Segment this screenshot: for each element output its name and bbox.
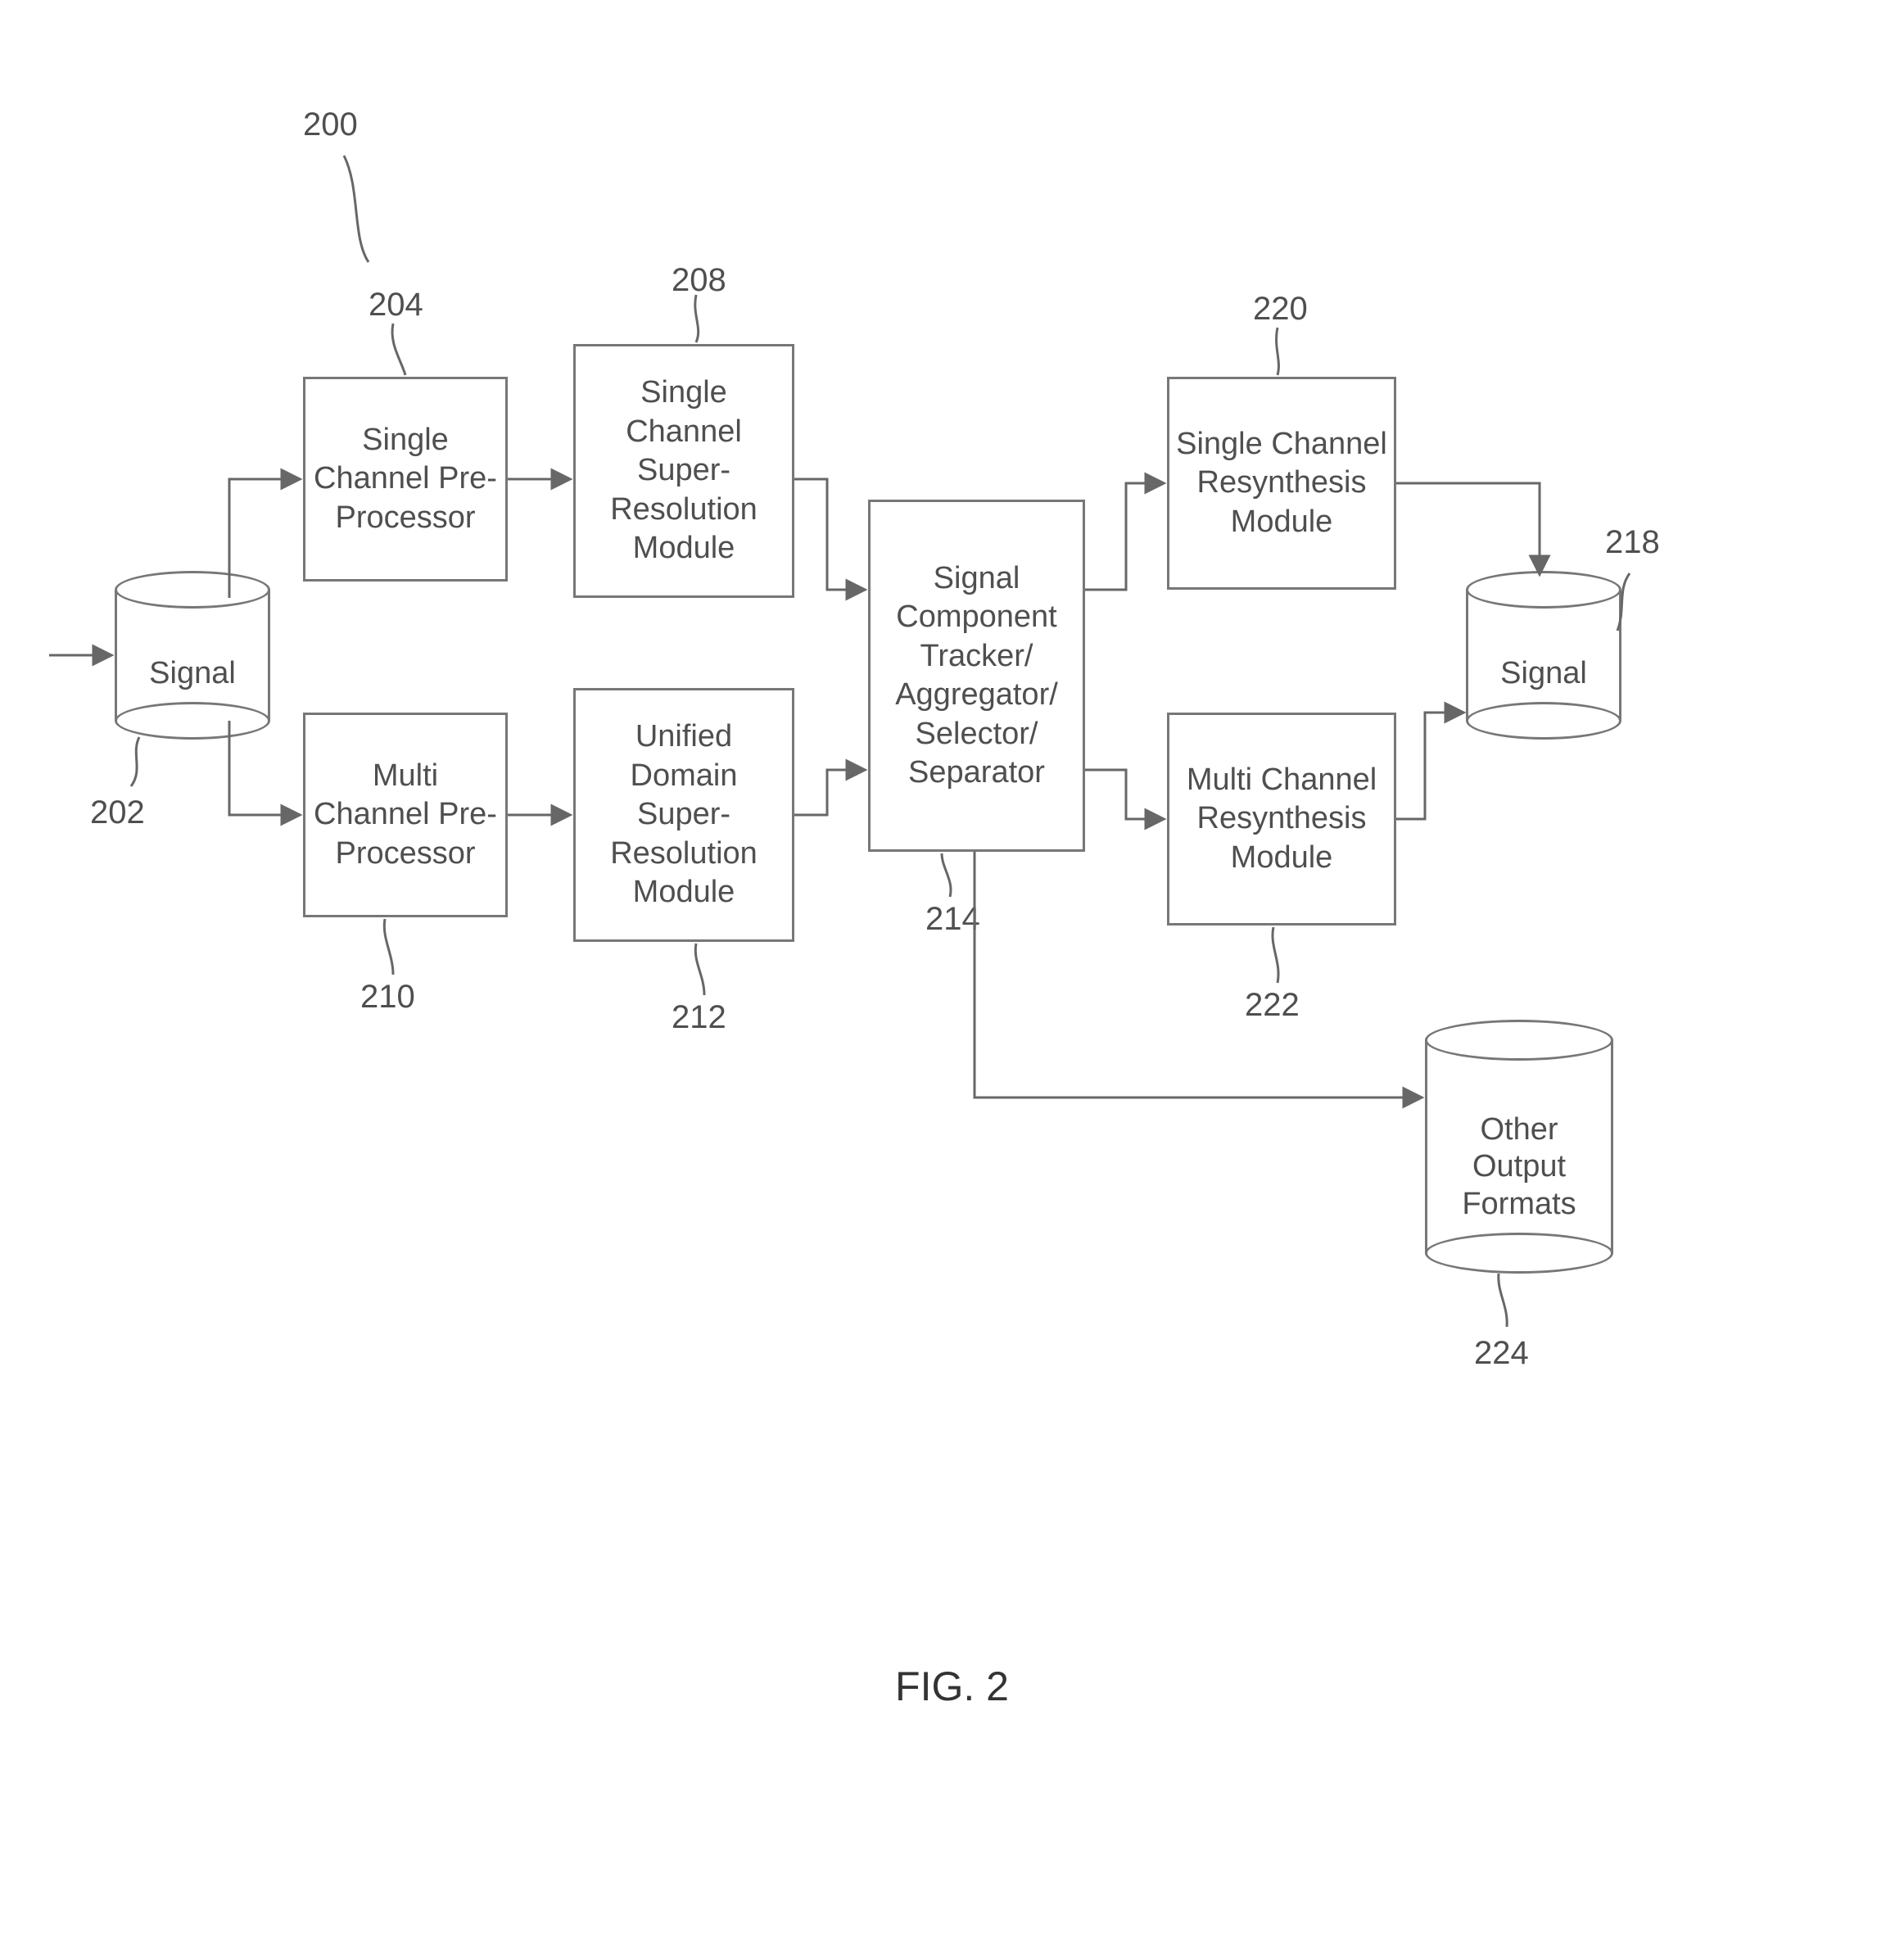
cylinder-signal-input: Signal (115, 571, 270, 740)
ref-214: 214 (925, 901, 980, 938)
ref-218: 218 (1605, 524, 1660, 561)
ref-202: 202 (90, 794, 145, 831)
leader-210 (384, 919, 393, 975)
leader-220 (1277, 328, 1279, 375)
edge-b214-to-b222 (1085, 770, 1163, 819)
cylinder-label: Other Output Formats (1425, 1069, 1613, 1265)
leader-208 (695, 295, 699, 342)
connectors-layer (0, 0, 1904, 1937)
cylinder-label: Signal (1466, 617, 1621, 731)
leader-214 (942, 853, 951, 897)
block-single-channel-preprocessor: Single Channel Pre-Processor (303, 377, 508, 582)
cylinder-signal-output: Signal (1466, 571, 1621, 740)
block-label: Signal Component Tracker/ Aggregator/ Se… (875, 559, 1078, 793)
ref-212: 212 (672, 999, 726, 1036)
ref-208: 208 (672, 262, 726, 299)
cylinder-other-output-formats: Other Output Formats (1425, 1020, 1613, 1274)
edge-b222-to-c218 (1396, 713, 1463, 819)
cylinder-label: Signal (115, 617, 270, 731)
leader-204 (392, 324, 405, 375)
edge-b208-to-b214 (794, 479, 864, 590)
edge-b214-to-b220 (1085, 483, 1163, 590)
block-signal-component-tracker: Signal Component Tracker/ Aggregator/ Se… (868, 500, 1085, 852)
leader-212 (695, 944, 704, 995)
figure-stage: Single Channel Pre-Processor Single Chan… (0, 0, 1904, 1937)
block-label: Single Channel Resynthesis Module (1174, 425, 1389, 542)
block-single-channel-super-resolution: Single Channel Super-Resolution Module (573, 344, 794, 598)
block-unified-domain-super-resolution: Unified Domain Super-Resolution Module (573, 688, 794, 942)
ref-224: 224 (1474, 1335, 1529, 1372)
ref-204: 204 (369, 287, 423, 324)
leader-202 (131, 737, 139, 786)
block-multi-channel-preprocessor: Multi Channel Pre-Processor (303, 713, 508, 917)
block-label: Unified Domain Super-Resolution Module (581, 717, 787, 912)
ref-222: 222 (1245, 987, 1300, 1024)
ref-210: 210 (360, 979, 415, 1016)
block-label: Multi Channel Resynthesis Module (1174, 761, 1389, 878)
edge-b212-to-b214 (794, 770, 864, 815)
block-label: Single Channel Pre-Processor (310, 421, 500, 538)
block-label: Multi Channel Pre-Processor (310, 757, 500, 874)
figure-caption: FIG. 2 (0, 1663, 1904, 1710)
edge-b220-to-c218 (1396, 483, 1540, 573)
block-single-channel-resynthesis: Single Channel Resynthesis Module (1167, 377, 1396, 590)
ref-200: 200 (303, 106, 358, 143)
block-multi-channel-resynthesis: Multi Channel Resynthesis Module (1167, 713, 1396, 926)
leader-222 (1273, 927, 1278, 983)
ref-220: 220 (1253, 291, 1308, 328)
block-label: Single Channel Super-Resolution Module (581, 373, 787, 568)
leader-200 (344, 156, 369, 262)
leader-224 (1499, 1274, 1507, 1327)
